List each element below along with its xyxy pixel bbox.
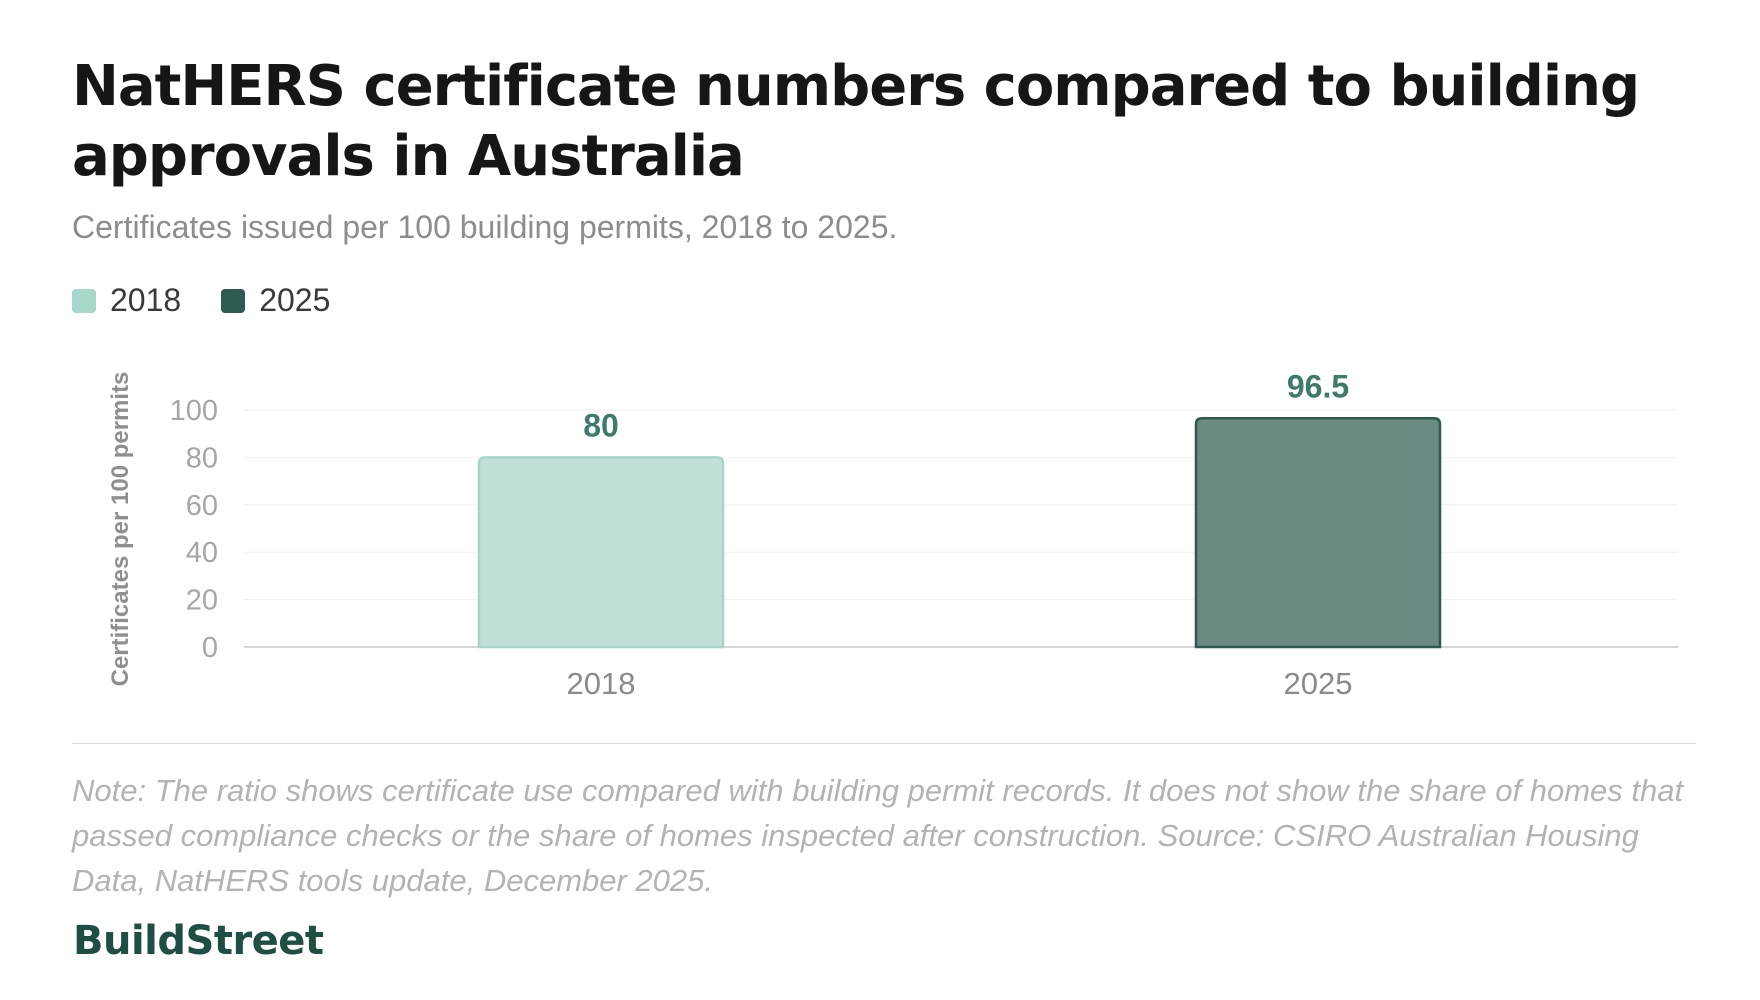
legend-label-2018: 2018 [110,282,182,318]
data-label-2025: 96.5 [1287,368,1349,404]
y-tick-label: 100 [170,395,218,427]
y-tick-label: 60 [186,490,218,522]
x-tick-label-2018: 2018 [567,666,636,701]
data-label-2018: 80 [583,407,619,443]
bar-2018 [477,456,725,649]
legend-swatch-2018 [72,288,96,313]
brand-logo: BuildStreet [73,918,324,964]
divider [72,743,1696,744]
y-tick-label: 40 [186,537,218,569]
chart-title: NatHERS certificate numbers compared to … [72,54,1640,189]
footnote: Note: The ratio shows certificate use co… [72,773,1684,898]
y-tick-label: 20 [186,585,218,617]
gridlines [244,409,1678,648]
y-axis-ticks: 0 20 40 60 80 100 [170,395,218,664]
y-axis-label: Certificates per 100 permits [107,372,134,687]
chart-legend: 2018 2025 [72,282,370,319]
bar-chart: 0 20 40 60 80 100 80 96.5 2018 2025 Certificate… [107,368,1678,701]
x-axis-ticks: 2018 2025 [567,666,1353,701]
chart-subtitle: Certificates issued per 100 building per… [72,209,898,245]
legend-item-2018: 2018 [72,282,181,319]
y-tick-label: 80 [186,442,218,474]
bar-2025 [1194,417,1442,649]
legend-swatch-2025 [221,288,246,313]
y-tick-label: 0 [202,632,218,664]
x-tick-label-2025: 2025 [1284,666,1353,701]
bars: 80 96.5 [477,368,1442,649]
legend-item-2025: 2025 [221,282,330,319]
legend-label-2025: 2025 [259,282,331,318]
